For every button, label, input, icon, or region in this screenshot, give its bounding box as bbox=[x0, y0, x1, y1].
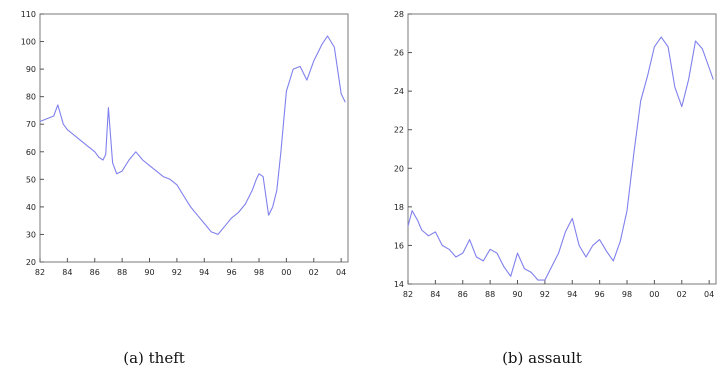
x-tick-label: 94 bbox=[199, 268, 209, 277]
x-tick-label: 00 bbox=[281, 268, 291, 277]
y-tick-label: 90 bbox=[26, 65, 36, 74]
x-tick-label: 00 bbox=[649, 290, 659, 299]
x-tick-label: 86 bbox=[90, 268, 100, 277]
x-tick-label: 82 bbox=[403, 290, 413, 299]
y-tick-label: 18 bbox=[394, 203, 404, 212]
x-tick-label: 90 bbox=[144, 268, 154, 277]
y-tick-label: 14 bbox=[394, 280, 404, 289]
x-tick-label: 84 bbox=[62, 268, 72, 277]
assault-chart: 14 16 18 20 22 24 26 28 82 84 86 88 90 92 94 96 98 00 02 04 bbox=[394, 10, 717, 299]
y-tick-label: 110 bbox=[21, 10, 36, 19]
plot-frame bbox=[407, 13, 717, 285]
y-tick-label: 20 bbox=[394, 164, 404, 173]
caption-assault: (b) assault bbox=[502, 349, 582, 367]
y-tick-label: 20 bbox=[26, 258, 36, 267]
x-tick-label: 88 bbox=[117, 268, 127, 277]
y-tick-label: 26 bbox=[394, 49, 404, 58]
x-tick-label: 94 bbox=[567, 290, 577, 299]
y-tick-label: 30 bbox=[26, 230, 36, 239]
x-tick-label: 96 bbox=[595, 290, 605, 299]
x-tick-label: 82 bbox=[35, 268, 45, 277]
x-tick-label: 96 bbox=[227, 268, 237, 277]
x-tick-label: 04 bbox=[336, 268, 346, 277]
x-tick-label: 86 bbox=[458, 290, 468, 299]
x-tick-label: 04 bbox=[704, 290, 714, 299]
y-tick-label: 40 bbox=[26, 203, 36, 212]
caption-theft: (a) theft bbox=[123, 349, 185, 367]
x-tick-label: 02 bbox=[309, 268, 319, 277]
x-tick-label: 84 bbox=[430, 290, 440, 299]
y-tick-label: 80 bbox=[26, 93, 36, 102]
y-tick-label: 70 bbox=[26, 120, 36, 129]
y-tick-label: 24 bbox=[394, 87, 404, 96]
x-tick-label: 02 bbox=[677, 290, 687, 299]
plot-frame bbox=[39, 13, 349, 263]
y-tick-label: 50 bbox=[26, 175, 36, 184]
x-tick-label: 90 bbox=[512, 290, 522, 299]
y-tick-label: 28 bbox=[394, 10, 404, 19]
x-tick-label: 92 bbox=[172, 268, 182, 277]
x-tick-label: 98 bbox=[254, 268, 264, 277]
series-line bbox=[407, 36, 714, 281]
y-tick-label: 16 bbox=[394, 241, 404, 250]
y-tick-label: 60 bbox=[26, 148, 36, 157]
y-tick-label: 100 bbox=[21, 38, 36, 47]
x-tick-label: 98 bbox=[622, 290, 632, 299]
y-tick-label: 22 bbox=[394, 126, 404, 135]
theft-chart: 20 30 40 50 60 70 80 90 100 110 82 84 86 88 90 92 94 96 98… bbox=[21, 10, 349, 277]
x-tick-label: 88 bbox=[485, 290, 495, 299]
x-tick-label: 92 bbox=[540, 290, 550, 299]
series-line bbox=[39, 35, 346, 235]
